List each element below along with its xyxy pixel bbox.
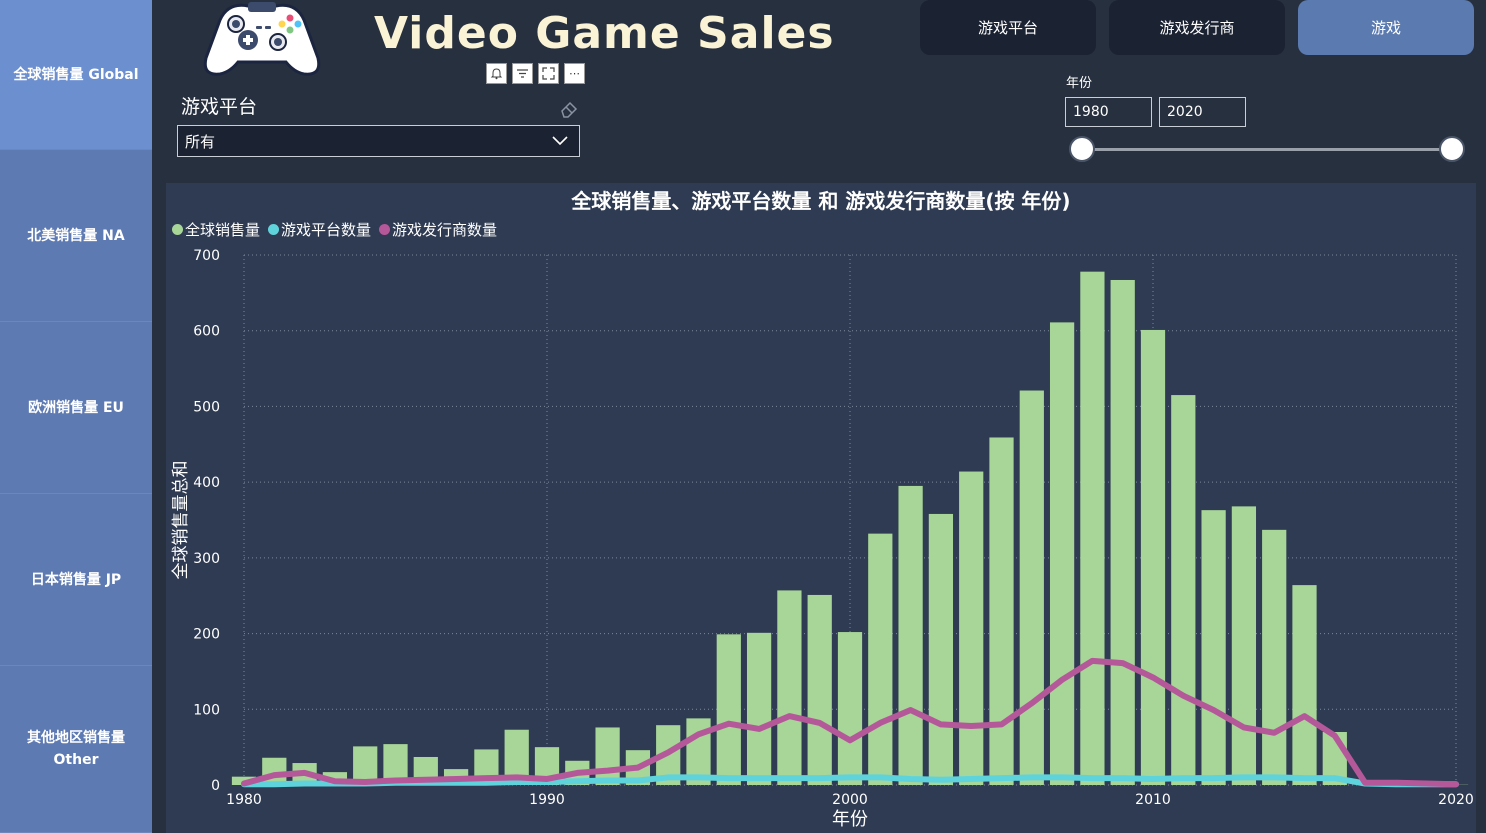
bar-global-sales	[989, 437, 1014, 785]
nav-button-label: 游戏	[1370, 19, 1401, 37]
focus-mode-icon[interactable]	[538, 63, 559, 84]
bar-global-sales	[1019, 390, 1044, 785]
legend-item-publisher-count[interactable]: 游戏发行商数量	[379, 219, 497, 240]
bar-global-sales	[1262, 529, 1287, 785]
x-tick-label: 2010	[1135, 792, 1171, 808]
year-slicer-label: 年份	[1066, 76, 1093, 91]
y-tick-label: 400	[193, 475, 220, 491]
y-axis-label: 全球销售量总和	[171, 461, 191, 580]
bar-global-sales	[1231, 506, 1257, 785]
nav-button-publisher[interactable]: 游戏发行商	[1109, 0, 1285, 55]
chart-title: 全球销售量、游戏平台数量 和 游戏发行商数量(按 年份)	[571, 189, 1071, 213]
year-slider-start-handle[interactable]	[1069, 136, 1095, 162]
bar-global-sales	[959, 471, 984, 785]
legend-item-platform-count[interactable]: 游戏平台数量	[268, 219, 371, 240]
combo-chart: 0 100 200 300 400 500 600 700 1980 1990 2000 2010 20…	[171, 248, 1474, 830]
legend-item-global-sales[interactable]: 全球销售量	[172, 219, 260, 240]
x-tick-label: 2000	[832, 792, 868, 808]
bar-global-sales	[898, 485, 923, 785]
chevron-down-icon	[552, 136, 568, 146]
y-tick-label: 100	[193, 702, 220, 718]
sidebar-nav: 全球销售量 Global 北美销售量 NA 欧洲销售量 EU 日本销售量 JP …	[0, 0, 152, 833]
bar-global-sales	[1049, 322, 1075, 785]
y-tick-label: 200	[193, 627, 220, 643]
line-platform-count	[241, 774, 1459, 788]
sidebar-item-other[interactable]: 其他地区销售量 Other	[0, 666, 152, 833]
bar-global-sales	[1292, 585, 1317, 785]
bar-global-sales	[777, 590, 802, 785]
bar-global-sales	[1171, 395, 1196, 785]
nav-button-platform[interactable]: 游戏平台	[920, 0, 1096, 55]
legend-label: 游戏发行商数量	[392, 221, 498, 239]
y-tick-label: 600	[193, 324, 220, 340]
bar-global-sales	[837, 632, 863, 785]
bar-global-sales	[807, 594, 832, 785]
gamepad-logo-icon	[203, 2, 321, 76]
bar-global-sales	[1080, 271, 1105, 786]
platform-dropdown-value: 所有	[185, 132, 216, 151]
year-end-input[interactable]	[1159, 97, 1246, 127]
year-start-input[interactable]	[1065, 97, 1152, 127]
bar-global-sales	[262, 757, 287, 785]
y-tick-label: 0	[211, 778, 220, 794]
x-tick-label: 1990	[529, 792, 565, 808]
legend-marker	[172, 224, 183, 235]
legend-marker	[268, 224, 280, 235]
legend-marker	[379, 224, 391, 235]
bar-global-sales	[928, 513, 954, 785]
y-tick-label: 700	[193, 248, 220, 264]
bar-global-sales	[1140, 329, 1166, 785]
legend-label: 全球销售量	[185, 221, 261, 239]
x-tick-label: 2020	[1438, 792, 1474, 808]
platform-dropdown[interactable]: 所有	[177, 125, 580, 157]
sidebar-item-eu[interactable]: 欧洲销售量 EU	[0, 322, 152, 494]
nav-button-game[interactable]: 游戏	[1298, 0, 1474, 55]
sidebar-item-label: 其他地区销售量 Other	[27, 730, 125, 768]
line-publisher-count	[241, 657, 1459, 788]
bar-global-sales	[746, 632, 772, 785]
year-slider-end-handle[interactable]	[1439, 136, 1465, 162]
filter-icon[interactable]	[512, 63, 533, 84]
chart-panel: 全球销售量、游戏平台数量 和 游戏发行商数量(按 年份) 全球销售量 游戏平台数…	[166, 183, 1476, 833]
bar-global-sales	[595, 727, 620, 785]
year-slider-track[interactable]	[1082, 148, 1452, 151]
sidebar-item-global[interactable]: 全球销售量 Global	[0, 0, 152, 150]
app-title: Video Game Sales	[374, 8, 835, 59]
platform-slicer-label: 游戏平台	[181, 96, 258, 118]
visual-header-toolbar: ⋯	[486, 63, 585, 84]
more-options-icon[interactable]: ⋯	[564, 63, 585, 84]
sidebar-item-label: 欧洲销售量 EU	[28, 399, 124, 416]
y-tick-label: 300	[193, 551, 220, 567]
sidebar-item-label: 北美销售量 NA	[27, 227, 125, 244]
bar-global-sales	[1110, 279, 1135, 785]
nav-button-label: 游戏平台	[977, 19, 1038, 37]
bar-global-sales	[868, 533, 893, 785]
y-tick-label: 500	[193, 399, 220, 415]
legend-label: 游戏平台数量	[281, 221, 372, 239]
bar-global-sales	[716, 634, 741, 785]
eraser-icon[interactable]	[558, 97, 580, 119]
bell-icon[interactable]	[486, 63, 507, 84]
sidebar-item-label: 日本销售量 JP	[30, 571, 122, 588]
x-tick-label: 1980	[226, 792, 262, 808]
sidebar-item-na[interactable]: 北美销售量 NA	[0, 150, 152, 322]
sidebar-item-label: 全球销售量 Global	[13, 66, 139, 83]
bar-global-sales	[1201, 510, 1226, 785]
x-axis-label: 年份	[832, 809, 868, 830]
nav-button-label: 游戏发行商	[1159, 19, 1235, 37]
sidebar-item-jp[interactable]: 日本销售量 JP	[0, 494, 152, 666]
chart-legend: 全球销售量 游戏平台数量 游戏发行商数量	[172, 219, 497, 240]
